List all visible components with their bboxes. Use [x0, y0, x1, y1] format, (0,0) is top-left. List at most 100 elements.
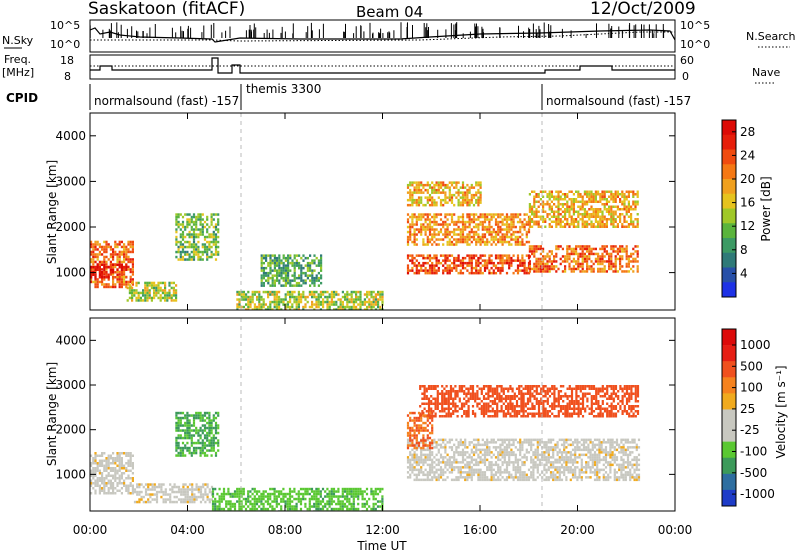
velocity-cell — [203, 441, 207, 445]
power-cell — [150, 284, 153, 287]
power-cell — [508, 256, 511, 260]
velocity-cell — [461, 461, 465, 464]
velocity-cell — [293, 497, 296, 501]
power-cell — [564, 260, 567, 263]
power-cell — [179, 250, 182, 254]
velocity-cell — [516, 468, 520, 472]
velocity-cell — [266, 497, 270, 501]
power-cell — [379, 298, 382, 301]
power-cell — [181, 255, 185, 259]
velocity-cell — [96, 479, 99, 482]
power-cell — [417, 198, 421, 202]
power-cell — [168, 296, 171, 300]
power-cell — [468, 198, 471, 202]
velocity-cell — [479, 451, 482, 454]
power-cell — [284, 256, 287, 260]
power-cell — [153, 291, 156, 295]
velocity-cell — [103, 459, 106, 462]
power-cell — [422, 264, 425, 267]
power-cell — [450, 266, 454, 270]
power-cell — [592, 223, 595, 226]
power-cell — [539, 247, 542, 251]
velocity-cell — [431, 461, 434, 464]
velocity-cell — [479, 478, 482, 482]
velocity-cell — [348, 487, 351, 491]
power-cell — [164, 289, 167, 292]
power-cell — [90, 273, 93, 276]
power-cell — [457, 233, 460, 236]
velocity-cell — [466, 476, 469, 479]
power-cell — [575, 260, 578, 263]
power-cell — [590, 265, 593, 268]
velocity-cell — [118, 452, 121, 455]
velocity-cell — [310, 487, 314, 491]
power-cell — [433, 266, 436, 270]
power-cell — [118, 258, 121, 261]
velocity-cell — [116, 477, 119, 480]
power-cell — [583, 215, 586, 218]
power-cell — [477, 271, 480, 275]
power-cell — [262, 256, 265, 260]
velocity-cell — [372, 507, 375, 511]
power-cell — [490, 271, 493, 275]
velocity-cell — [266, 500, 270, 503]
velocity-cell — [453, 468, 456, 472]
velocity-cell — [184, 500, 187, 504]
velocity-cell — [240, 487, 243, 491]
velocity-cell — [105, 484, 108, 487]
power-cell — [426, 188, 429, 192]
velocity-cell — [368, 497, 371, 501]
velocity-cell — [275, 495, 278, 498]
power-cell — [155, 291, 158, 295]
power-cell — [470, 271, 473, 275]
power-cell — [302, 295, 305, 299]
power-cell — [505, 225, 509, 229]
power-cell — [300, 300, 303, 304]
power-cell — [479, 271, 482, 275]
power-cell — [557, 245, 560, 248]
power-cell — [494, 256, 498, 260]
power-cell — [433, 240, 436, 244]
power-cell — [555, 210, 558, 213]
power-cell — [444, 266, 447, 270]
power-cell — [181, 225, 185, 229]
velocity-cell — [536, 446, 539, 449]
power-cell — [306, 274, 309, 277]
velocity-cell — [536, 466, 539, 469]
velocity-cell — [181, 449, 185, 452]
power-cell — [470, 186, 473, 189]
power-cell — [470, 183, 473, 187]
power-cell — [129, 275, 132, 279]
power-cell — [370, 293, 373, 296]
power-cell — [190, 250, 193, 254]
velocity-cell — [186, 416, 189, 420]
velocity-cell — [341, 500, 344, 503]
velocity-cell — [149, 483, 152, 486]
velocity-cell — [275, 505, 278, 508]
power-cell — [516, 220, 520, 224]
velocity-heatmap — [90, 385, 641, 511]
power-cell — [381, 295, 384, 299]
power-cell — [481, 271, 484, 275]
power-cell — [510, 238, 513, 241]
power-cell — [238, 300, 241, 304]
power-cell — [601, 252, 604, 256]
power-cell — [599, 193, 602, 196]
power-cell — [411, 183, 414, 187]
power-cell — [605, 203, 608, 206]
power-cell — [531, 247, 534, 251]
power-cell — [568, 252, 571, 256]
power-cell — [601, 260, 604, 263]
power-cell — [557, 267, 560, 271]
power-cell — [107, 258, 110, 261]
velocity-cell — [177, 434, 180, 437]
velocity-cell — [516, 458, 520, 462]
power-cell — [599, 262, 602, 266]
power-cell — [475, 223, 478, 226]
power-cell — [461, 266, 465, 270]
velocity-cell — [417, 456, 421, 459]
velocity-cell — [483, 476, 487, 479]
velocity-cell — [197, 416, 200, 420]
power-cell — [284, 298, 287, 301]
power-cell — [546, 255, 549, 258]
